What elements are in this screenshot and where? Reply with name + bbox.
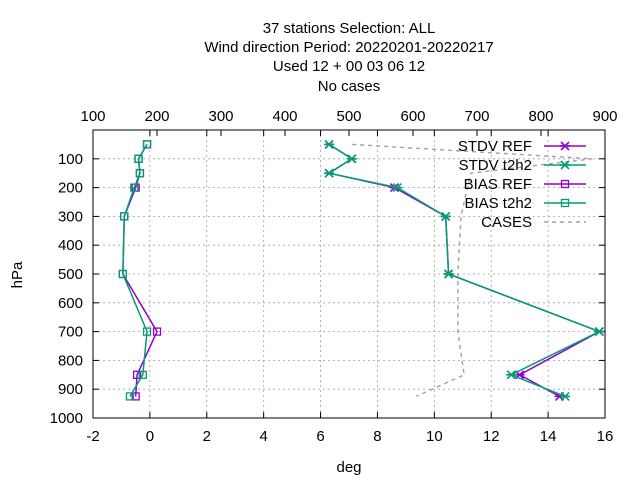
x-tick-label: 6 xyxy=(316,428,324,445)
y-tick-label: 400 xyxy=(58,237,83,254)
x2-tick-label: 100 xyxy=(80,108,105,125)
x2-tick-label: 600 xyxy=(400,108,425,125)
square-marker xyxy=(132,370,142,379)
x2-tick-label: 200 xyxy=(144,108,169,125)
square-marker xyxy=(138,370,147,379)
square-marker xyxy=(135,169,145,178)
legend-entry: BIAS t2h2 xyxy=(464,195,586,212)
star-marker xyxy=(392,183,403,193)
y-tick-label: 800 xyxy=(58,352,83,369)
square-marker xyxy=(142,327,152,336)
square-marker xyxy=(130,183,139,192)
y-tick-label: 600 xyxy=(58,295,83,312)
series-line xyxy=(352,143,593,398)
series-line xyxy=(122,144,148,397)
x-tick-label: 0 xyxy=(146,428,154,445)
x-tick-label: 8 xyxy=(373,428,381,445)
square-marker xyxy=(560,179,570,189)
legend-label: STDV t2h2 xyxy=(459,157,532,174)
legend-entry: BIAS REF xyxy=(464,176,586,193)
title-line-2: Wind direction Period: 20220201-20220217 xyxy=(204,39,493,56)
star-marker xyxy=(560,391,571,401)
y-tick-label: 700 xyxy=(58,324,83,341)
chart-title: 37 stations Selection: ALL Wind directio… xyxy=(204,20,493,95)
legend: STDV REF STDV t2h2 BIAS REF BIAS t2h2 CASES xyxy=(458,138,586,231)
y-tick-label: 300 xyxy=(58,208,83,225)
x-tick-label: -2 xyxy=(86,428,99,445)
x2-tick-label: 800 xyxy=(528,108,553,125)
y-tick-label: 200 xyxy=(58,180,83,197)
x2-tick-label: 500 xyxy=(336,108,361,125)
star-marker xyxy=(443,269,454,279)
axes: -2 0 2 4 6 8 10 12 14 16 100 200 300 400 500 600 700 800 9… xyxy=(50,108,618,445)
x-tick-label: 14 xyxy=(540,428,557,445)
square-marker xyxy=(152,327,162,336)
y-axis-label: hPa xyxy=(9,261,26,288)
square-marker xyxy=(131,392,140,401)
square-marker xyxy=(125,392,135,401)
legend-entry: STDV REF xyxy=(458,138,586,155)
x-axis-label: deg xyxy=(336,459,361,476)
title-line-1: 37 stations Selection: ALL xyxy=(263,20,436,37)
series-stdv-t2h2 xyxy=(324,139,605,401)
y-tick-label: 1000 xyxy=(50,410,83,427)
legend-label: CASES xyxy=(481,214,532,231)
series-layer xyxy=(118,139,605,401)
star-marker xyxy=(506,370,517,380)
grid xyxy=(93,130,605,418)
square-marker xyxy=(118,269,128,279)
legend-entry: STDV t2h2 xyxy=(459,157,586,174)
x2-tick-label: 700 xyxy=(464,108,489,125)
square-marker xyxy=(120,212,129,221)
star-marker xyxy=(560,141,570,151)
title-line-4: No cases xyxy=(318,78,381,95)
legend-label: BIAS REF xyxy=(464,176,532,193)
legend-label: STDV REF xyxy=(458,138,532,155)
star-marker xyxy=(324,168,335,178)
x-tick-label: 16 xyxy=(597,428,614,445)
y-tick-label: 900 xyxy=(58,381,83,398)
x-tick-label: 12 xyxy=(483,428,500,445)
square-marker xyxy=(134,154,143,163)
y-tick-label: 100 xyxy=(58,151,83,168)
star-marker xyxy=(560,160,570,170)
x-tick-label: 10 xyxy=(426,428,443,445)
x-tick-label: 2 xyxy=(203,428,211,445)
legend-entry: CASES xyxy=(481,214,586,231)
legend-label: BIAS t2h2 xyxy=(464,195,532,212)
square-marker xyxy=(560,198,570,208)
x2-tick-label: 300 xyxy=(208,108,233,125)
x-tick-label: 4 xyxy=(259,428,267,445)
x2-tick-label: 900 xyxy=(592,108,617,125)
y-tick-label: 500 xyxy=(58,266,83,283)
star-marker xyxy=(324,139,335,149)
star-marker xyxy=(594,327,605,337)
title-line-3: Used 12 + 00 03 06 12 xyxy=(273,58,425,75)
series-bias-t2h2 xyxy=(118,140,152,401)
star-marker xyxy=(346,154,357,164)
x2-tick-label: 400 xyxy=(272,108,297,125)
star-marker xyxy=(440,211,451,221)
series-line xyxy=(122,144,158,397)
series-cases xyxy=(352,143,593,398)
square-marker xyxy=(142,140,152,149)
